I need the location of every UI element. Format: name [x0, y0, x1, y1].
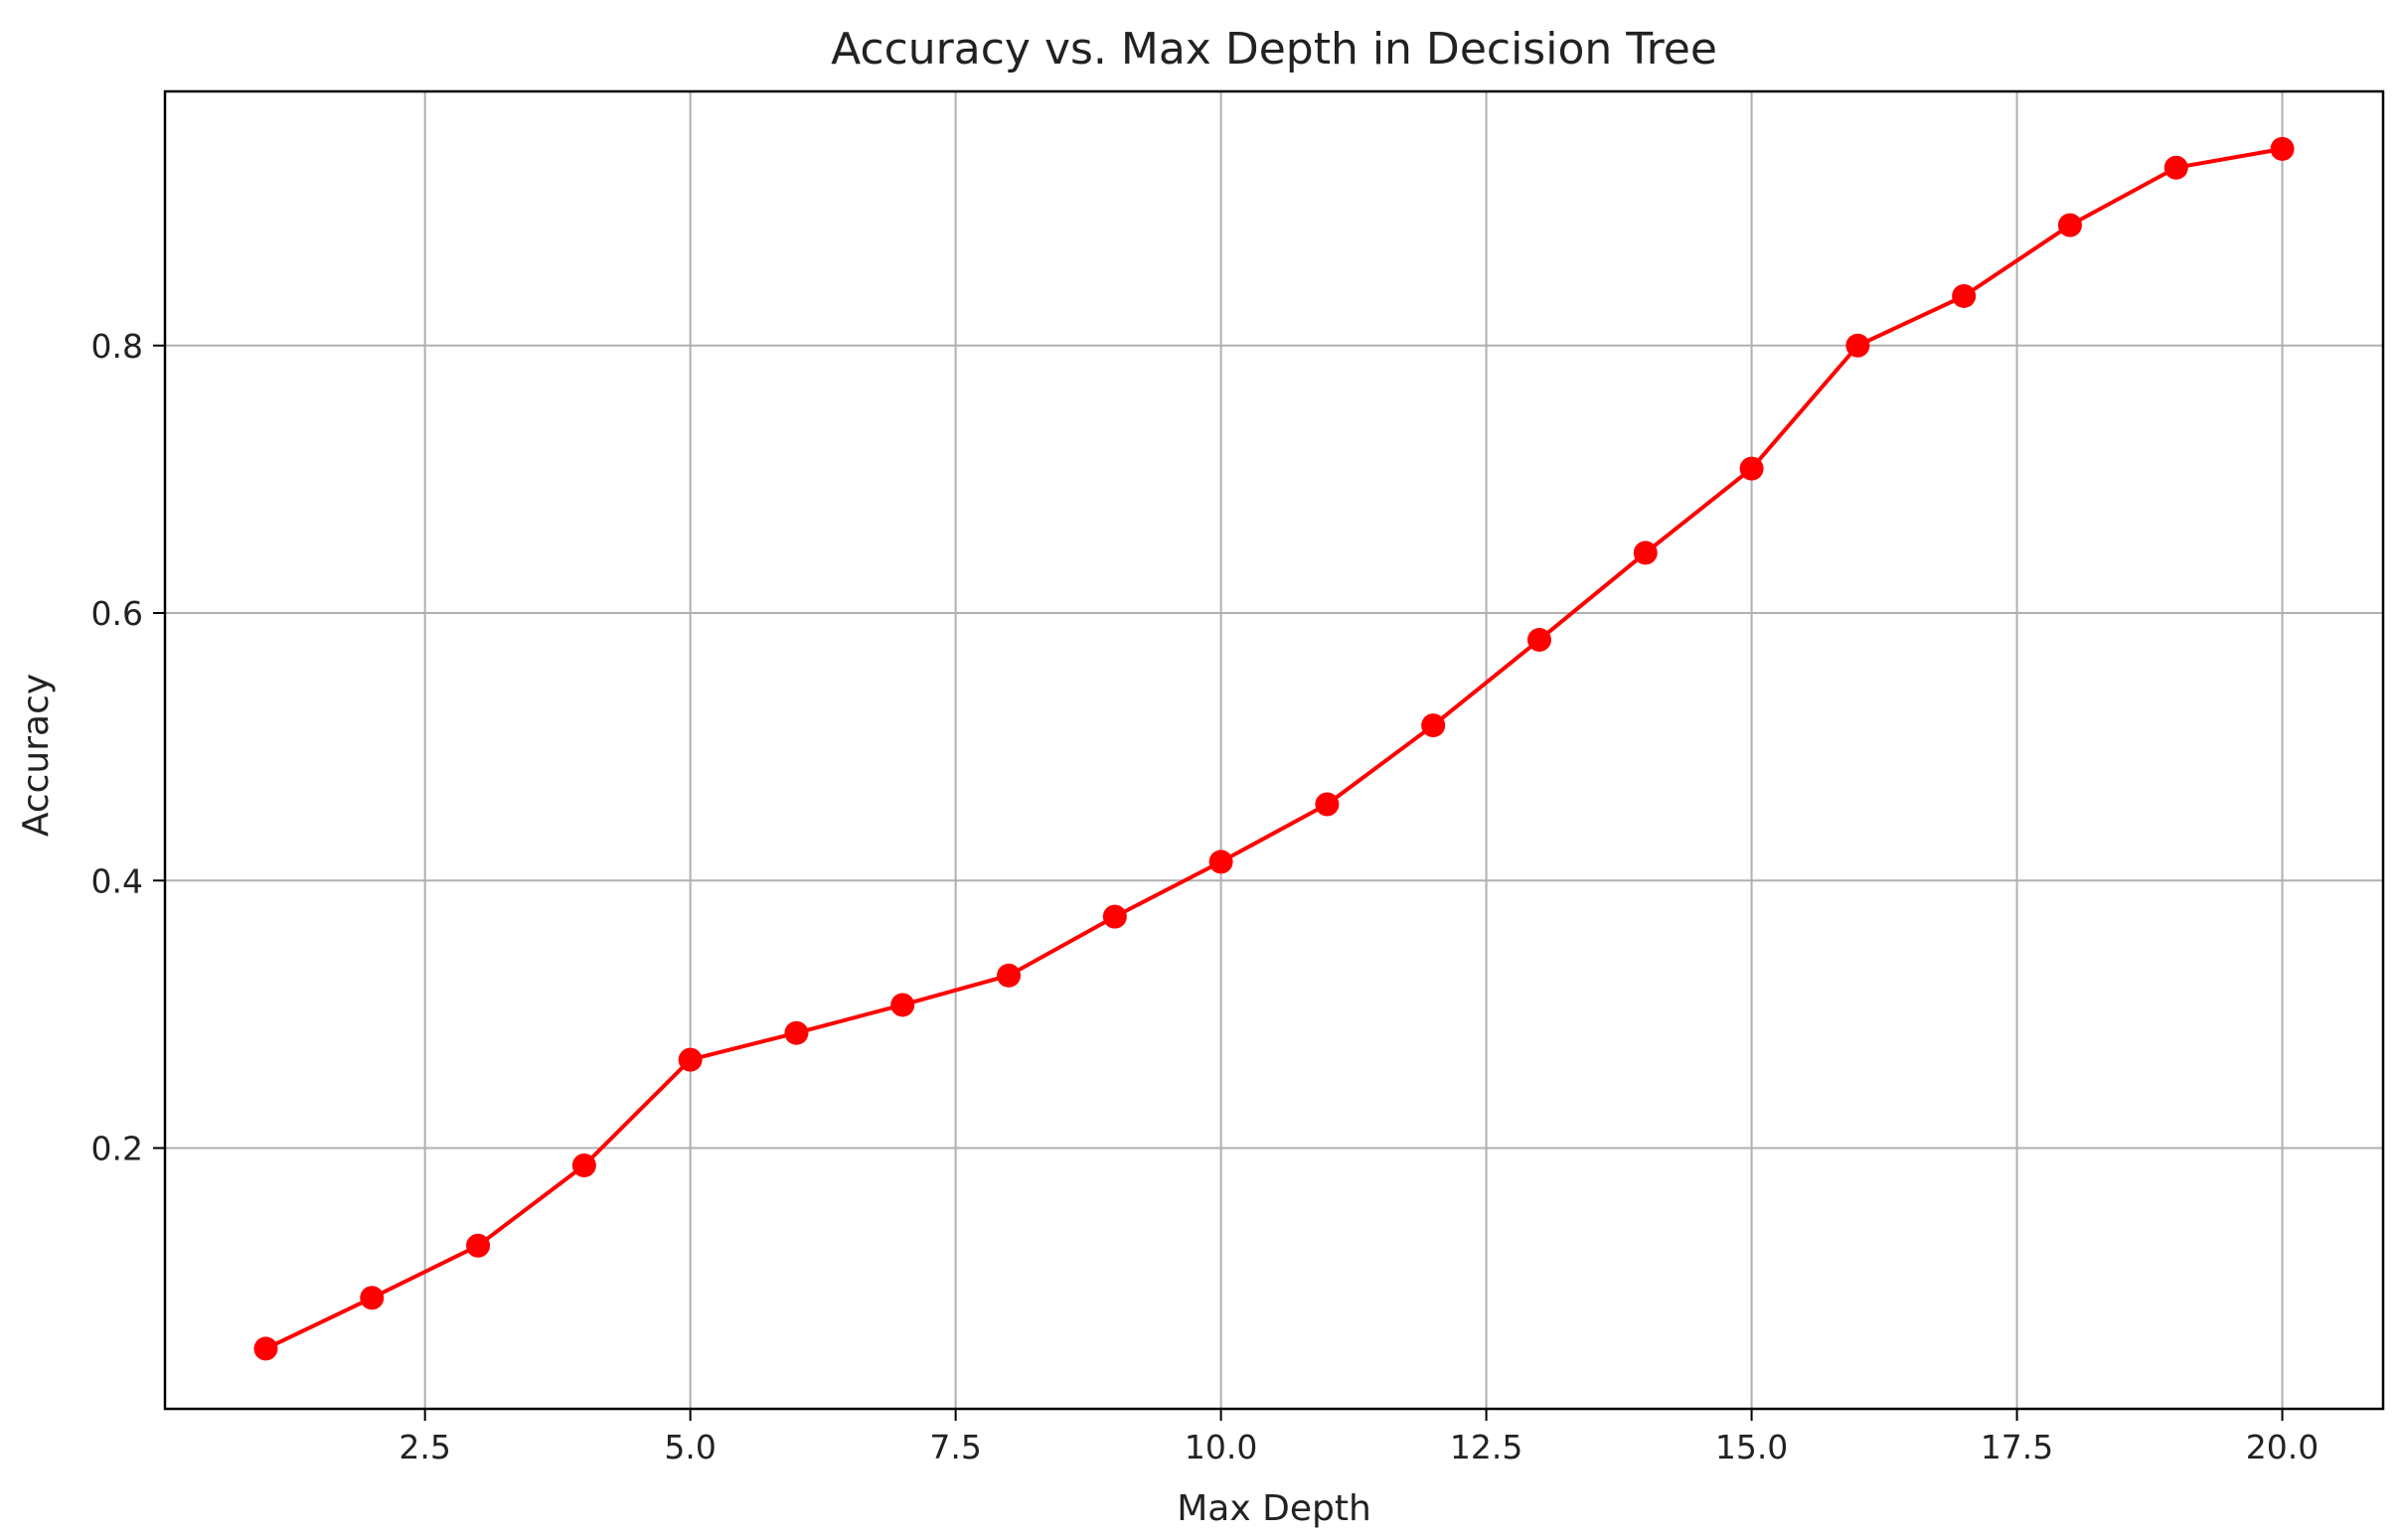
x-axis-title: Max Depth [1177, 1488, 1371, 1529]
y-tick-label: 0.2 [91, 1129, 143, 1167]
x-tick-label: 5.0 [664, 1428, 716, 1466]
data-point [1952, 283, 1977, 308]
x-tick-label: 20.0 [2246, 1428, 2319, 1466]
data-point [1633, 540, 1658, 565]
series-line [264, 146, 2283, 1351]
data-point [678, 1047, 703, 1072]
data-point [1421, 713, 1446, 738]
axis-ticks: 2.5 5.0 7.5 10.0 12.5 15.0 17.5 20.0 0.2 0.4 0.6 0.… [91, 327, 2319, 1466]
data-point [1102, 904, 1127, 929]
data-point [1315, 792, 1340, 817]
data-point [360, 1286, 385, 1310]
data-point [1208, 849, 1233, 874]
y-tick-label: 0.8 [91, 327, 143, 366]
data-point [1739, 456, 1764, 481]
data-series [253, 136, 2295, 1361]
chart-title: Accuracy vs. Max Depth in Decision Tree [831, 24, 1717, 75]
data-point [466, 1233, 491, 1258]
data-point [1845, 333, 1870, 358]
data-point [571, 1153, 596, 1177]
y-axis-title: Accuracy [16, 674, 57, 837]
data-point [997, 963, 1022, 988]
x-tick-label: 10.0 [1185, 1428, 1257, 1466]
x-tick-label: 15.0 [1715, 1428, 1788, 1466]
data-point [2270, 136, 2295, 161]
x-tick-label: 2.5 [399, 1428, 450, 1466]
data-point [1526, 627, 1551, 652]
y-tick-label: 0.6 [91, 594, 143, 633]
grid-lines [165, 91, 2383, 1409]
x-tick-label: 17.5 [1981, 1428, 2053, 1466]
x-tick-label: 7.5 [929, 1428, 981, 1466]
y-tick-label: 0.4 [91, 861, 143, 900]
data-point [890, 993, 915, 1017]
data-point [784, 1020, 809, 1045]
data-point [2163, 155, 2188, 180]
plot-area-frame [163, 89, 2385, 1411]
data-point [2057, 213, 2082, 237]
data-point [253, 1336, 278, 1361]
x-tick-label: 12.5 [1450, 1428, 1522, 1466]
